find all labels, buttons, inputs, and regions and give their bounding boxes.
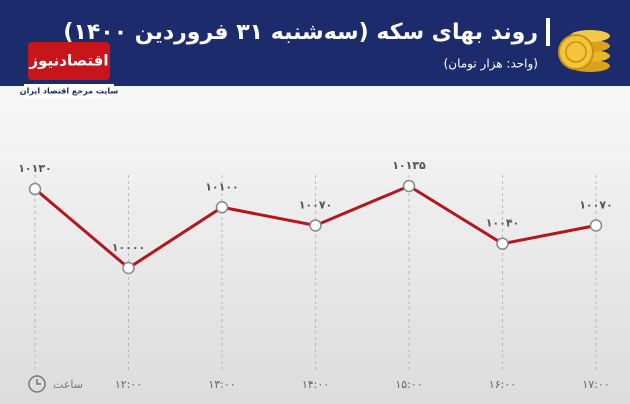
point bbox=[215, 201, 229, 214]
data-label: ۱۰۱۳۵ bbox=[392, 159, 426, 172]
point bbox=[122, 261, 135, 275]
data-label: ۱۰۰۷۰ bbox=[579, 198, 613, 211]
point bbox=[402, 179, 416, 193]
x-axis-label: ساعت bbox=[53, 378, 83, 391]
data-label: ۱۰۰۴۰ bbox=[486, 217, 520, 230]
data-label: ۱۰۱۳۰ bbox=[18, 162, 52, 175]
point bbox=[496, 237, 509, 250]
chart-subtitle: (واحد: هزار تومان) bbox=[444, 57, 538, 72]
tagline-box bbox=[24, 84, 114, 98]
data-label: ۱۰۰۰۰ bbox=[112, 241, 146, 254]
brand-tagline: سایت مرجع اقتصاد ایران bbox=[20, 87, 119, 96]
separator bbox=[546, 18, 550, 46]
x-tick-label: ۱۷:۰۰ bbox=[582, 378, 609, 391]
x-tick-label: ۱۳:۰۰ bbox=[208, 378, 235, 391]
x-tick-label: ۱۶:۰۰ bbox=[489, 378, 516, 391]
chart-title: روند بهای سکه (سه‌شنبه ۳۱ فروردین ۱۴۰۰) bbox=[63, 20, 538, 45]
clock-icon bbox=[28, 375, 46, 393]
logo bbox=[28, 42, 110, 80]
data-label: ۱۰۰۷۰ bbox=[299, 198, 333, 211]
brand: اقتصادنیوز bbox=[29, 52, 109, 70]
x-tick-label: ۱۴:۰۰ bbox=[302, 378, 329, 391]
point bbox=[309, 219, 322, 232]
point bbox=[28, 182, 42, 196]
x-tick-label: ۱۲:۰۰ bbox=[115, 378, 142, 391]
point bbox=[589, 219, 603, 232]
x-tick-label: ۱۵:۰۰ bbox=[395, 378, 422, 391]
coins-icon bbox=[558, 30, 610, 72]
data-label: ۱۰۱۰۰ bbox=[205, 180, 239, 193]
